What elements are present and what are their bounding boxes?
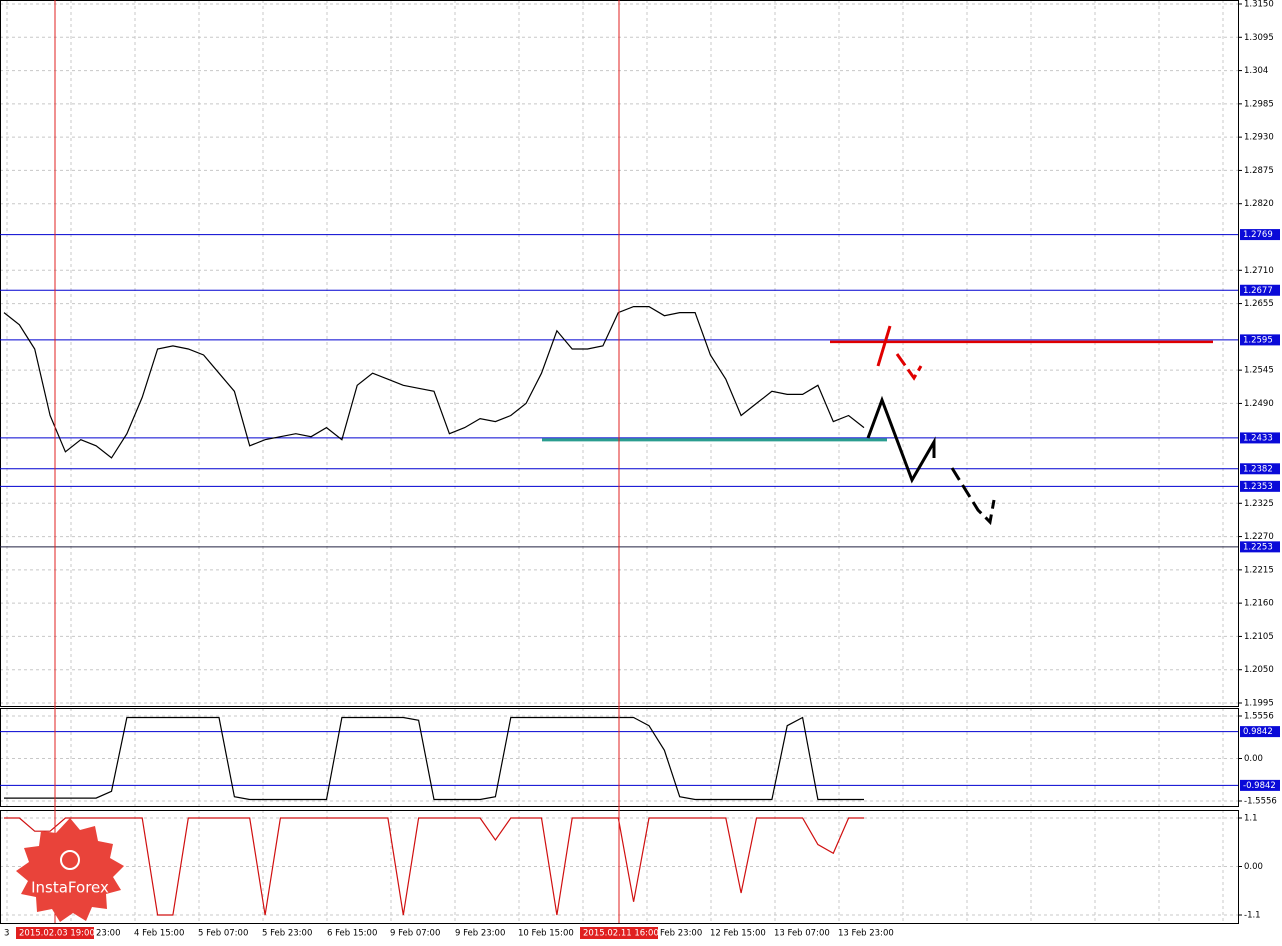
y-tick-label: 1.1 [1244,814,1258,824]
y-tick-label: 1.2160 [1244,599,1274,609]
x-tick-label: 2015.02.11 16:00 [583,929,659,939]
level-label: 1.2677 [1243,286,1273,296]
x-tick-label: 3 [4,929,9,939]
y-tick-label: 1.2820 [1244,199,1274,209]
level-label-box [1240,726,1280,738]
y-tick-label: -1.5556 [1244,797,1277,807]
x-tick-label: Feb 23:00 [660,929,702,939]
level-label-box [1240,432,1280,444]
x-label-highlight [16,927,94,939]
logo: InstaForex [16,818,124,922]
level-label-box [1240,229,1280,241]
y-tick-label: 1.3095 [1244,33,1274,43]
y-tick-label: 1.2875 [1244,166,1274,176]
y-tick-label: -1.1 [1244,911,1261,921]
x-tick-label: 12 Feb 15:00 [710,929,766,939]
x-tick-label: 9 Feb 07:00 [390,929,440,939]
x-label-highlight [580,927,658,939]
level-label: -0.9842 [1243,781,1276,791]
y-tick-label: 0.00 [1244,754,1263,764]
forecast-arrow [866,395,936,484]
x-tick-label: 23:00 [96,929,121,939]
y-tick-label: 1.2050 [1244,665,1274,675]
y-tick-label: 1.2545 [1244,366,1274,376]
y-tick-label: 1.2215 [1244,565,1274,575]
level-label: 1.2769 [1243,230,1273,240]
level-label: 1.2595 [1243,335,1273,345]
watermark: InstaForex [31,879,109,897]
x-tick-label: 2015.02.03 19:00 [19,929,95,939]
y-tick-label: 1.5556 [1244,712,1274,722]
x-tick-label: 6 Feb 15:00 [327,929,377,939]
y-tick-label: 1.2490 [1244,399,1274,409]
x-tick-label: 13 Feb 23:00 [838,929,894,939]
x-tick-label: 4 Feb 15:00 [134,929,184,939]
y-tick-label: 1.2270 [1244,532,1274,542]
y-tick-label: 1.2930 [1244,133,1274,143]
price-line [4,716,864,801]
level-label-box [1240,334,1280,346]
y-tick-label: 1.2105 [1244,632,1274,642]
x-tick-label: 9 Feb 23:00 [455,929,505,939]
x-tick-label: 10 Feb 15:00 [518,929,574,939]
y-tick-label: 1.2655 [1244,299,1274,309]
level-label: 1.2253 [1243,542,1273,552]
x-tick-label: 13 Feb 07:00 [774,929,830,939]
level-label: 1.2382 [1243,464,1273,474]
y-tick-label: 1.2325 [1244,499,1274,509]
x-tick-label: 5 Feb 23:00 [262,929,312,939]
level-label: 1.2433 [1243,433,1273,443]
forecast-arrow [876,325,892,367]
y-tick-label: 1.3150 [1244,0,1274,10]
x-tick-label: 5 Feb 07:00 [198,929,248,939]
price-line [4,817,864,916]
y-tick-label: 1.2985 [1244,99,1274,109]
level-label-box [1240,284,1280,296]
level-label-box [1240,779,1280,791]
price-line [3,306,865,459]
level-label-box [1240,541,1280,553]
y-tick-label: 1.1995 [1244,699,1274,709]
y-tick-label: 1.2710 [1244,266,1274,276]
level-label: 1.2353 [1243,482,1273,492]
level-label-box [1240,463,1280,475]
level-label: 0.9842 [1243,727,1273,737]
y-tick-label: 0.00 [1244,862,1263,872]
forecast-arrow [895,353,923,381]
y-tick-label: 1.304 [1244,66,1268,76]
logo-icon [60,850,80,870]
level-label-box [1240,480,1280,492]
forecast-arrow [950,467,996,526]
